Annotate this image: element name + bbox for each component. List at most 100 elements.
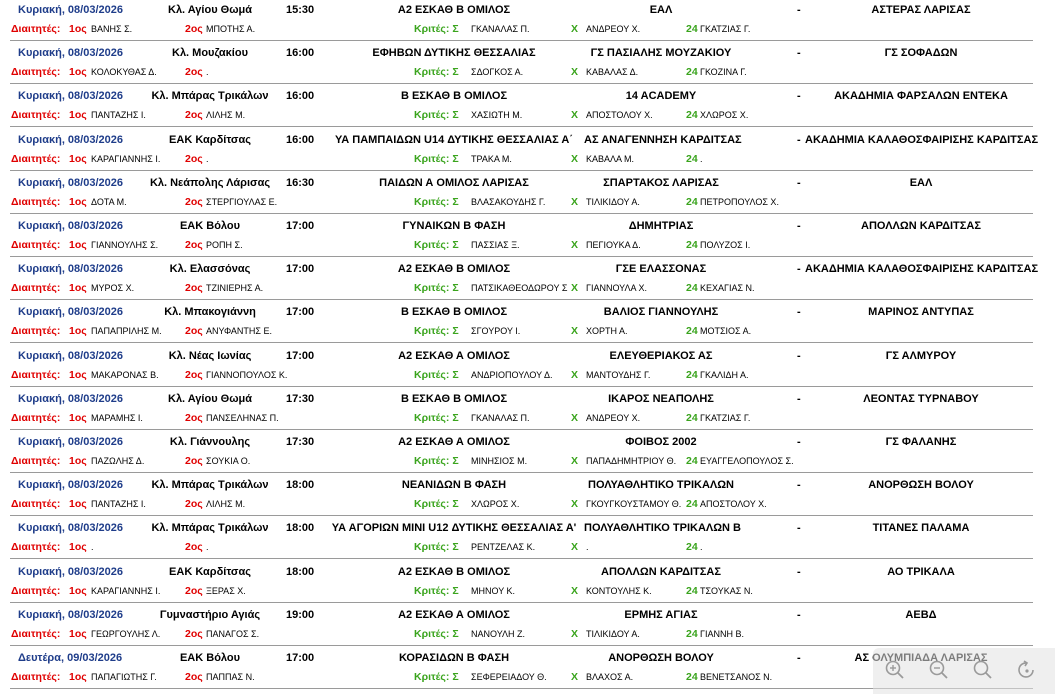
match-row: Κυριακή, 08/03/2026 ΕΑΚ Βόλου 17:00 ΓΥΝΑΙΚΩ… bbox=[0, 216, 1055, 259]
match-date: Κυριακή, 08/03/2026 bbox=[18, 176, 123, 189]
shot-clock-label: 24 bbox=[686, 66, 698, 79]
judges-label-text: Κριτές: bbox=[414, 66, 450, 79]
first-referee-label: 1ος bbox=[69, 584, 87, 597]
scorer-judge: ΝΑΝΟΥΛΗ Ζ. bbox=[471, 628, 526, 639]
first-referee-label: 1ος bbox=[69, 282, 87, 295]
timer-judge: ΚΟΝΤΟΥΛΗΣ Κ. bbox=[586, 585, 652, 596]
second-referee-label: 2ος bbox=[185, 239, 203, 251]
shot-clock-label: 24 bbox=[686, 325, 698, 338]
timer-judge: ΑΠΟΣΤΟΛΟΥ Χ. bbox=[586, 110, 653, 121]
second-referee: ΞΕΡΑΣ Χ. bbox=[206, 585, 246, 596]
match-time: 17:30 bbox=[286, 436, 315, 448]
versus-dash: - bbox=[797, 306, 801, 319]
row-divider bbox=[10, 558, 1033, 560]
timer-label: Χ bbox=[571, 541, 579, 554]
timer-judge: ΤΙΛΙΚΙΔΟΥ Α. bbox=[586, 628, 640, 639]
officials-line: Διαιτητές: 1ος ΓΕΩΡΓΟΥΛΗΣ Λ. 2ος ΠΑΝΑΓΟΣ Σ. Κ… bbox=[0, 627, 1055, 643]
referees-label: Διαιτητές: bbox=[11, 671, 61, 683]
timer-label: Χ bbox=[571, 282, 579, 295]
match-category: ΓΥΝΑΙΚΩΝ Β ΦΑΣΗ bbox=[402, 220, 506, 232]
match-date: Κυριακή, 08/03/2026 bbox=[18, 220, 123, 232]
versus-dash: - bbox=[797, 349, 801, 362]
match-time: 17:00 bbox=[286, 652, 315, 664]
match-venue: ΕΑΚ Καρδίτσας bbox=[169, 133, 251, 146]
second-referee: ΑΝΥΦΑΝΤΗΣ Ε. bbox=[206, 326, 272, 337]
row-divider bbox=[10, 428, 1033, 430]
referees-label: Διαιτητές: bbox=[11, 152, 61, 165]
away-team: ΑΝΟΡΘΩΣΗ ΒΟΛΟΥ bbox=[868, 479, 974, 492]
judges-label-text: Κριτές: bbox=[414, 455, 450, 467]
shot-clock-judge: ΓΚΟΖΙΝΑ Γ. bbox=[700, 67, 747, 78]
match-date: Δευτέρα, 09/03/2026 bbox=[18, 652, 123, 664]
scorer-judge: ΧΛΩΡΟΣ Χ. bbox=[471, 499, 520, 510]
scorer-judge: ΡΕΝΤΖΕΛΑΣ Κ. bbox=[471, 542, 536, 553]
match-info-line: Κυριακή, 08/03/2026 Κλ. Αγίου Θωμά 15:30 Α2… bbox=[0, 4, 1055, 20]
match-venue: ΕΑΚ Καρδίτσας bbox=[169, 565, 251, 578]
home-team: ΙΚΑΡΟΣ ΝΕΑΠΟΛΗΣ bbox=[608, 392, 714, 405]
first-referee: . bbox=[91, 542, 94, 553]
judges-sigma-label: Σ bbox=[452, 671, 459, 683]
row-divider bbox=[10, 601, 1033, 603]
away-team: ΑΕΒΔ bbox=[905, 608, 937, 621]
officials-line: Διαιτητές: 1ος ΠΑΝΤΑΖΗΣ Ι. 2ος ΛΙΛΗΣ Μ. Κριτέ… bbox=[0, 498, 1055, 513]
first-referee: ΠΑΠΑΠΡΙΛΗΣ Μ. bbox=[91, 326, 162, 337]
judges-label-text: Κριτές: bbox=[414, 109, 450, 122]
row-divider bbox=[10, 515, 1033, 517]
judges-sigma-label: Σ bbox=[452, 152, 459, 165]
zoom-in-icon[interactable] bbox=[883, 658, 907, 682]
officials-line: Διαιτητές: 1ος ΜΑΚΑΡΟΝΑΣ Β. 2ος ΓΙΑΝΝΟΠΟΥΛΟΣ… bbox=[0, 369, 1055, 384]
second-referee: ΛΙΛΗΣ Μ. bbox=[206, 499, 246, 510]
match-venue: Γυμναστήριο Αγιάς bbox=[159, 608, 261, 621]
away-team: ΑΟ ΤΡΙΚΑΛΑ bbox=[887, 565, 955, 578]
timer-label: Χ bbox=[571, 195, 579, 208]
judges-sigma-label: Σ bbox=[452, 23, 459, 35]
shot-clock-judge: ΠΟΛΥΖΟΣ Ι. bbox=[700, 240, 751, 250]
second-referee-label: 2ος bbox=[185, 195, 203, 208]
match-info-line: Κυριακή, 08/03/2026 Γυμναστήριο Αγιάς 19:0… bbox=[0, 609, 1055, 625]
timer-label: Χ bbox=[571, 23, 579, 35]
shot-clock-judge: ΓΙΑΝΝΗ Β. bbox=[700, 628, 744, 639]
match-info-line: Κυριακή, 08/03/2026 ΕΑΚ Καρδίτσας 18:00 Α2 … bbox=[0, 566, 1055, 582]
second-referee-label: 2ος bbox=[185, 455, 203, 467]
match-venue: ΕΑΚ Βόλου bbox=[179, 220, 241, 232]
match-row: Κυριακή, 08/03/2026 Κλ. Γιάννουλης 17:30 Α2… bbox=[0, 432, 1055, 475]
shot-clock-judge: ΜΟΤΣΙΟΣ Α. bbox=[700, 326, 752, 337]
match-row: Κυριακή, 08/03/2026 Κλ. Μπακογιάννη 17:00 Β… bbox=[0, 302, 1055, 345]
timer-label: Χ bbox=[571, 411, 579, 424]
second-referee-label: 2ος bbox=[185, 152, 203, 165]
match-time: 16:00 bbox=[286, 133, 315, 146]
match-venue: Κλ. Νεάπολης Λάρισας bbox=[149, 176, 271, 189]
referees-label: Διαιτητές: bbox=[11, 325, 61, 338]
timer-judge: . bbox=[586, 542, 589, 553]
judges-sigma-label: Σ bbox=[452, 627, 459, 640]
away-team: ΓΣ ΣΟΦΑΔΩΝ bbox=[884, 47, 958, 60]
judges-label-text: Κριτές: bbox=[414, 152, 450, 165]
match-row: Κυριακή, 08/03/2026 Κλ. Μουζακίου 16:00 ΕΦΗ… bbox=[0, 43, 1055, 86]
judges-sigma-label: Σ bbox=[452, 325, 459, 338]
timer-label: Χ bbox=[571, 671, 579, 683]
match-category: ΝΕΑΝΙΔΩΝ Β ΦΑΣΗ bbox=[401, 479, 507, 492]
zoom-out-icon[interactable] bbox=[927, 658, 951, 682]
versus-dash: - bbox=[797, 220, 801, 232]
first-referee: ΜΑΚΑΡΟΝΑΣ Β. bbox=[91, 369, 159, 380]
judges-label-text: Κριτές: bbox=[414, 584, 450, 597]
second-referee: ΠΑΝΣΕΛΗΝΑΣ Π. bbox=[206, 412, 279, 423]
shot-clock-label: 24 bbox=[686, 627, 698, 640]
home-team: ΑΠΟΛΛΩΝ ΚΑΡΔΙΤΣΑΣ bbox=[601, 565, 721, 578]
match-category: Α2 ΕΣΚΑΘ Α ΟΜΙΛΟΣ bbox=[398, 608, 510, 621]
judges-label: Κριτές: Σ bbox=[414, 585, 459, 597]
match-time: 17:00 bbox=[286, 306, 315, 319]
shot-clock-judge: ΒΕΝΕΤΣΑΝΟΣ Ν. bbox=[700, 672, 773, 682]
second-referee-label: 2ος bbox=[185, 23, 203, 35]
judges-label-text: Κριτές: bbox=[414, 282, 450, 295]
home-team: ΦΟΙΒΟΣ 2002 bbox=[625, 436, 697, 448]
judges-sigma-label: Σ bbox=[452, 195, 459, 208]
zoom-reset-icon[interactable] bbox=[971, 658, 995, 682]
judges-sigma-label: Σ bbox=[452, 66, 459, 79]
judges-label-text: Κριτές: bbox=[414, 239, 450, 251]
match-venue: Κλ. Αγίου Θωμά bbox=[168, 4, 252, 16]
rotate-icon[interactable] bbox=[1015, 658, 1039, 682]
match-info-line: Κυριακή, 08/03/2026 ΕΑΚ Βόλου 17:00 ΓΥΝΑΙΚΩ… bbox=[0, 220, 1055, 236]
versus-dash: - bbox=[797, 522, 801, 535]
match-row: Κυριακή, 08/03/2026 ΕΑΚ Καρδίτσας 18:00 Α2 … bbox=[0, 562, 1055, 605]
